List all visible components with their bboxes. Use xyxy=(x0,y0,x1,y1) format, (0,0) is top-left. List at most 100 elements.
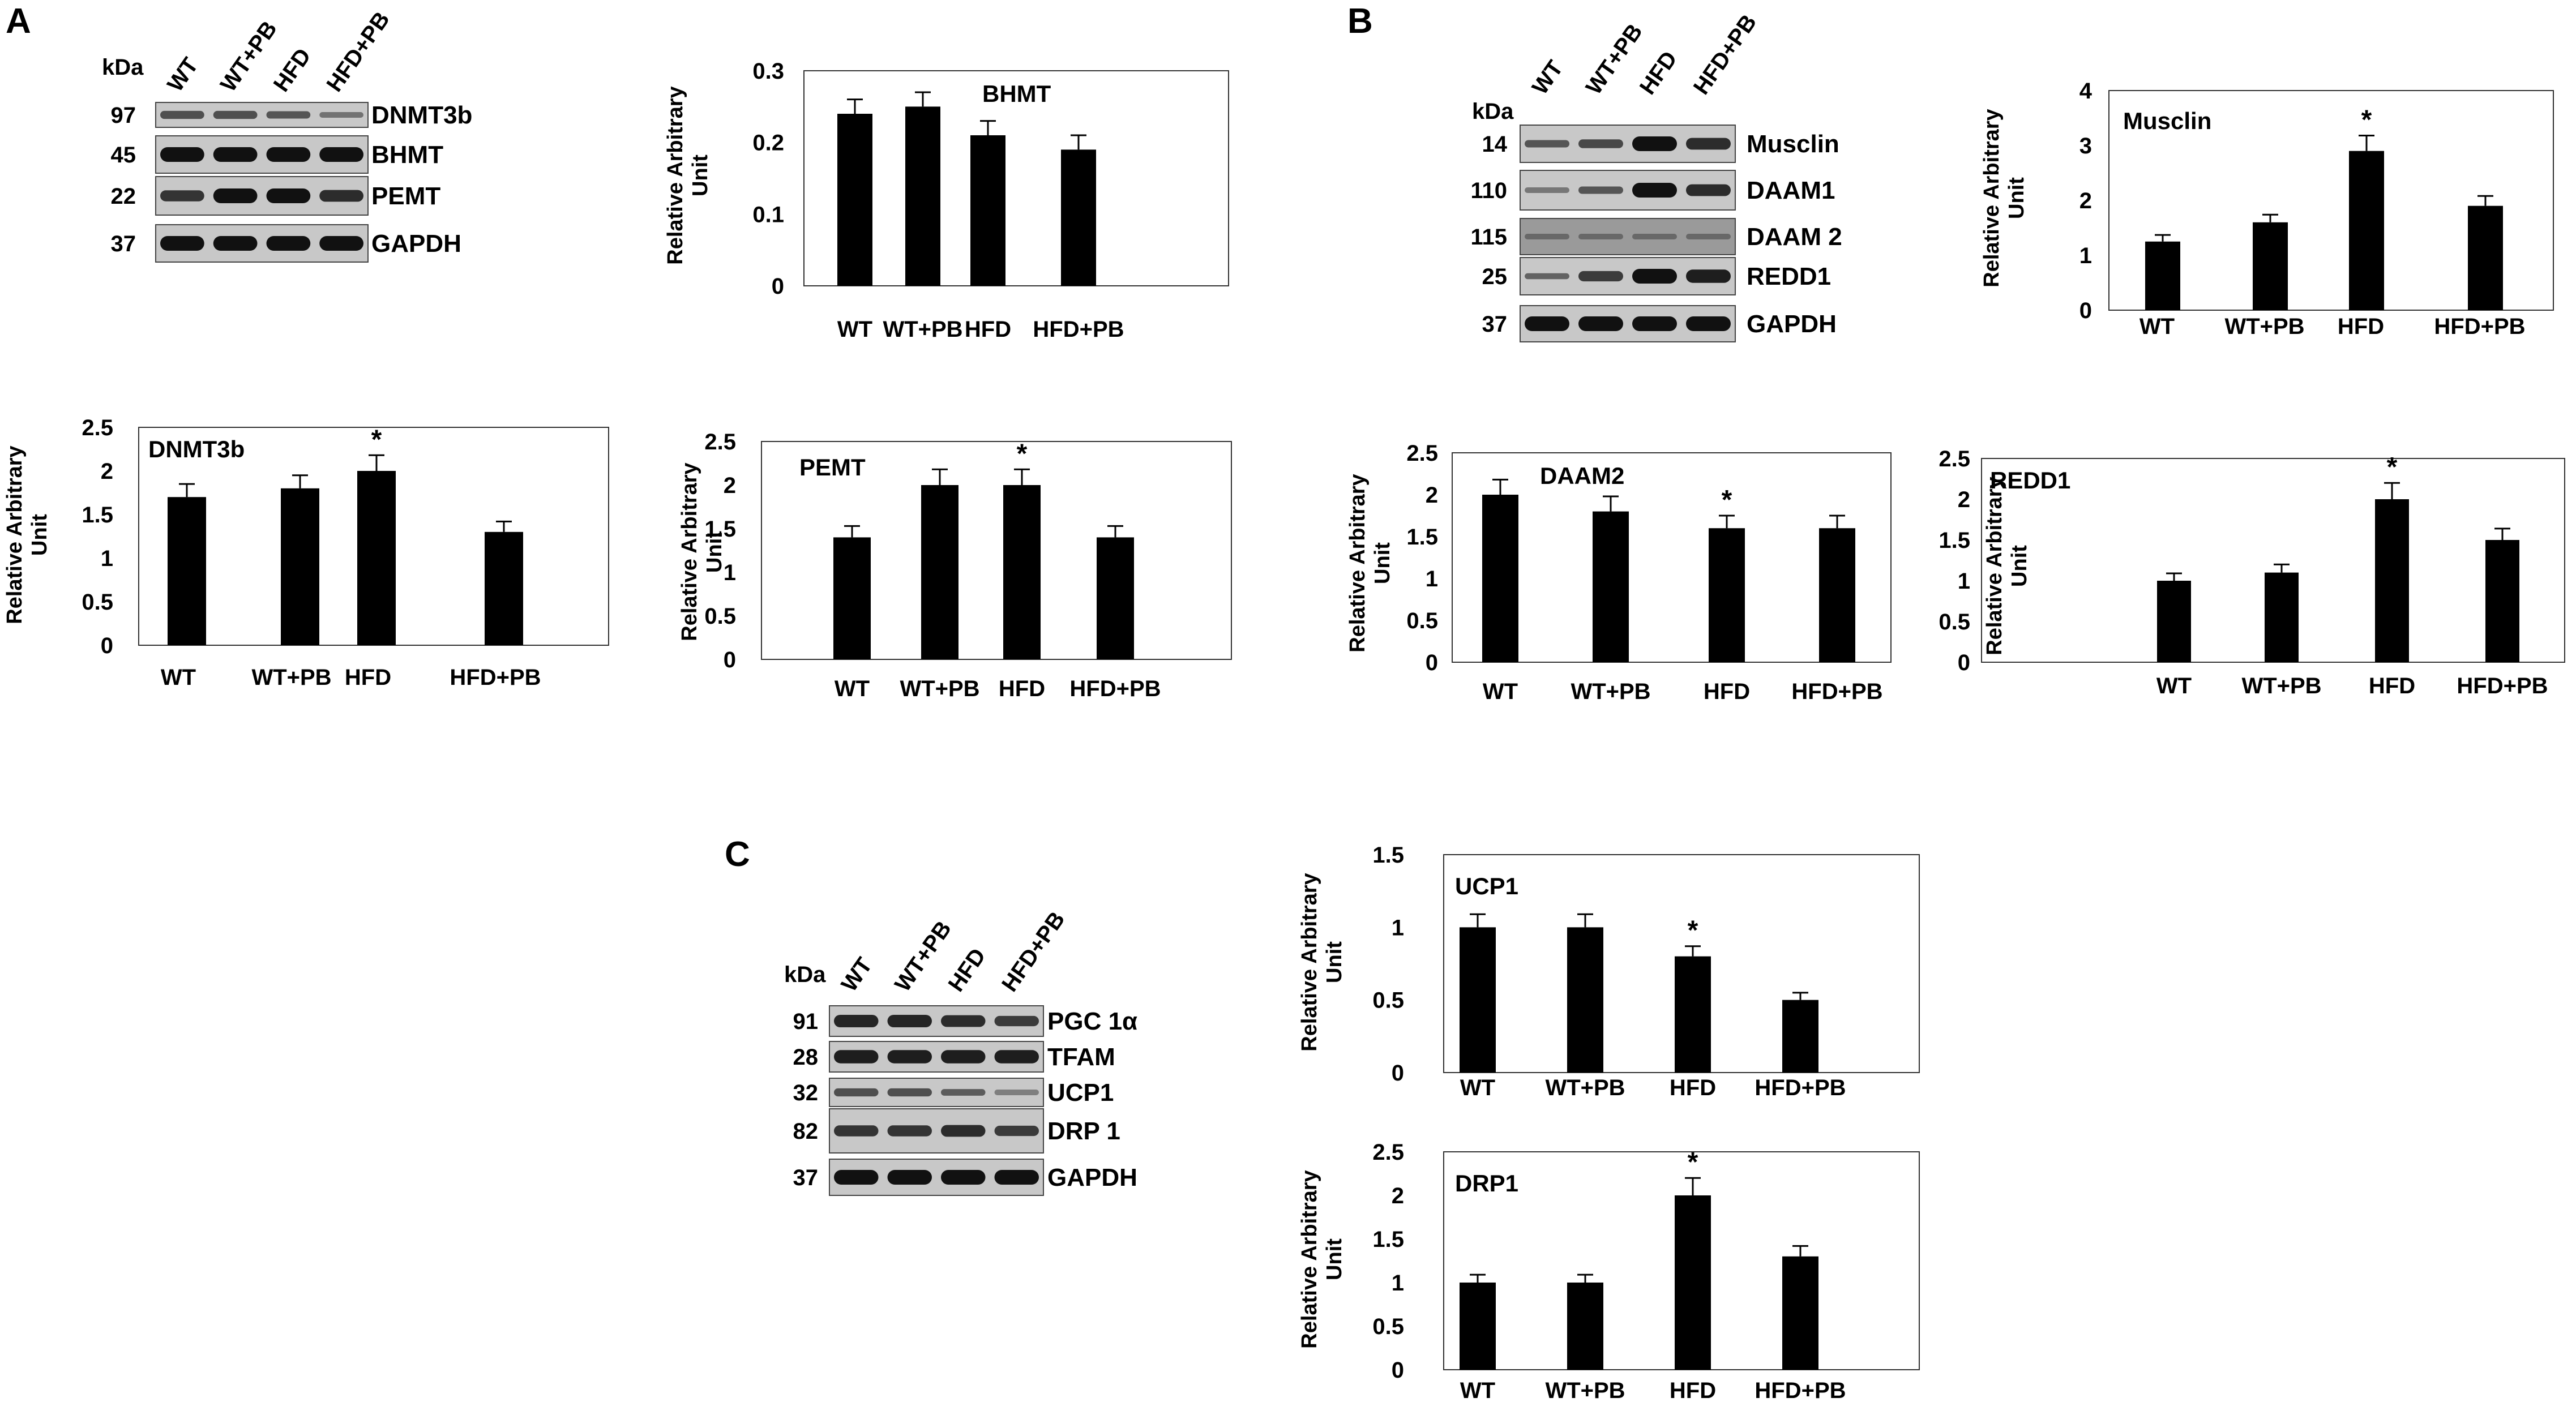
x-tick-label: WT xyxy=(1460,1075,1495,1100)
bar xyxy=(2468,205,2503,310)
blot-band xyxy=(213,147,258,162)
panel-letter-c: C xyxy=(725,835,750,874)
x-tick-label: WT+PB xyxy=(1545,1075,1625,1100)
blot-band xyxy=(160,147,204,162)
blot-band xyxy=(1632,234,1677,239)
y-axis-label-line: Unit xyxy=(1323,941,1346,983)
y-tick-label: 1.5 xyxy=(1372,1227,1404,1252)
y-tick-label: 0 xyxy=(772,274,784,299)
y-axis-label: Relative ArbitraryUnit xyxy=(1983,477,2031,655)
significance-marker: * xyxy=(1688,1147,1698,1177)
blot-band xyxy=(1525,187,1569,193)
x-tick-label: WT xyxy=(2156,674,2192,698)
kda-title: kDa xyxy=(1472,99,1514,124)
x-tick-label: WT+PB xyxy=(2224,314,2304,339)
protein-label: GAPDH xyxy=(1747,310,1837,338)
protein-label: REDD1 xyxy=(1747,263,1831,290)
y-tick-label: 0 xyxy=(1958,650,1970,675)
y-axis-label-line: Relative Arbitrary xyxy=(1983,477,2006,655)
y-tick-label: 1.5 xyxy=(1372,843,1404,868)
plot-frame xyxy=(761,441,1232,660)
y-tick-label: 1.5 xyxy=(704,517,736,542)
blot-band xyxy=(1578,234,1623,239)
bar xyxy=(1003,485,1041,659)
x-tick-label: HFD xyxy=(2338,314,2384,339)
lane-label: WT xyxy=(1527,56,1568,99)
significance-marker: * xyxy=(1017,439,1028,469)
blot-band xyxy=(1686,316,1731,331)
y-tick-label: 2.5 xyxy=(1372,1140,1404,1165)
bar xyxy=(1675,1195,1711,1370)
blot-band xyxy=(941,1015,986,1027)
blot-band xyxy=(887,1014,932,1028)
blot-band xyxy=(994,1050,1039,1064)
blot-band xyxy=(1578,316,1623,331)
blot-band xyxy=(941,1050,986,1064)
chart-title: UCP1 xyxy=(1455,873,1518,899)
x-tick-label: WT+PB xyxy=(2241,674,2321,698)
x-tick-label: HFD+PB xyxy=(450,665,541,690)
y-tick-label: 2.5 xyxy=(1406,441,1438,466)
blot-band xyxy=(1632,316,1677,331)
bar xyxy=(1782,1256,1818,1370)
bar xyxy=(485,531,523,645)
lane-label: HFD xyxy=(1635,47,1682,100)
bar xyxy=(1782,1000,1818,1073)
x-tick-label: WT+PB xyxy=(1571,679,1650,704)
y-axis-label-line: Relative Arbitrary xyxy=(3,445,27,624)
y-tick-label: 0.5 xyxy=(1372,988,1404,1013)
y-axis-label-line: Relative Arbitrary xyxy=(664,86,687,264)
blot-band xyxy=(834,1125,879,1137)
x-tick-label: HFD xyxy=(1670,1075,1716,1100)
y-axis-label-line: Unit xyxy=(1323,1238,1346,1280)
significance-marker: * xyxy=(1688,916,1698,946)
blot-band xyxy=(1525,140,1569,148)
bar xyxy=(2157,581,2191,662)
y-tick-label: 2 xyxy=(1426,483,1438,508)
blot-band xyxy=(1686,138,1731,150)
kda-value: 45 xyxy=(111,143,136,168)
y-tick-label: 0 xyxy=(101,633,113,658)
kda-value: 37 xyxy=(793,1165,819,1190)
y-tick-label: 0 xyxy=(1392,1358,1404,1383)
y-tick-label: 2 xyxy=(1392,1184,1404,1208)
x-tick-label: WT+PB xyxy=(1545,1378,1625,1403)
plot-frame xyxy=(803,70,1229,286)
y-tick-label: 0 xyxy=(2079,298,2092,323)
protein-label: PEMT xyxy=(371,182,440,210)
protein-label: GAPDH xyxy=(1047,1164,1137,1191)
chart-daam2: 0 0.5 1 1.5 2 2.5 DAAM2 Relative ArbitraryUnit W… xyxy=(1346,441,1892,704)
y-tick-label: 0.5 xyxy=(704,604,736,629)
y-tick-label: 0 xyxy=(724,648,736,672)
bar xyxy=(1567,927,1603,1073)
x-tick-label: HFD+PB xyxy=(1755,1378,1846,1403)
kda-value: 22 xyxy=(111,184,136,209)
lane-label: WT xyxy=(162,53,203,96)
x-tick-label: HFD xyxy=(345,665,391,690)
bar xyxy=(1061,149,1096,286)
bar xyxy=(2485,540,2519,662)
kda-value: 37 xyxy=(111,231,136,256)
lane-label: HFD+PB xyxy=(1689,10,1761,99)
blot-band xyxy=(994,1090,1039,1095)
y-axis-label: Relative ArbitraryUnit xyxy=(664,86,712,264)
x-tick-label: HFD+PB xyxy=(1033,317,1124,342)
y-tick-label: 2 xyxy=(2079,188,2092,213)
kda-value: 14 xyxy=(1482,132,1508,157)
panel-letter-a: A xyxy=(6,2,31,41)
chart-drp1: 0 0.5 1 1.5 2 2.5 DRP1 Relative ArbitraryUnit WT… xyxy=(1298,1140,1920,1403)
y-tick-label: 2 xyxy=(1958,487,1970,512)
y-axis-label: Relative ArbitraryUnit xyxy=(3,445,52,624)
y-axis-label: Relative ArbitraryUnit xyxy=(1980,109,2029,287)
y-axis-label-line: Unit xyxy=(1371,542,1394,584)
x-tick-label: HFD xyxy=(2369,674,2415,698)
y-tick-label: 1 xyxy=(1392,915,1404,940)
blot-band xyxy=(834,1050,879,1064)
y-axis-label-line: Unit xyxy=(703,531,726,573)
blot-band xyxy=(1525,234,1569,239)
bar xyxy=(1675,956,1711,1073)
